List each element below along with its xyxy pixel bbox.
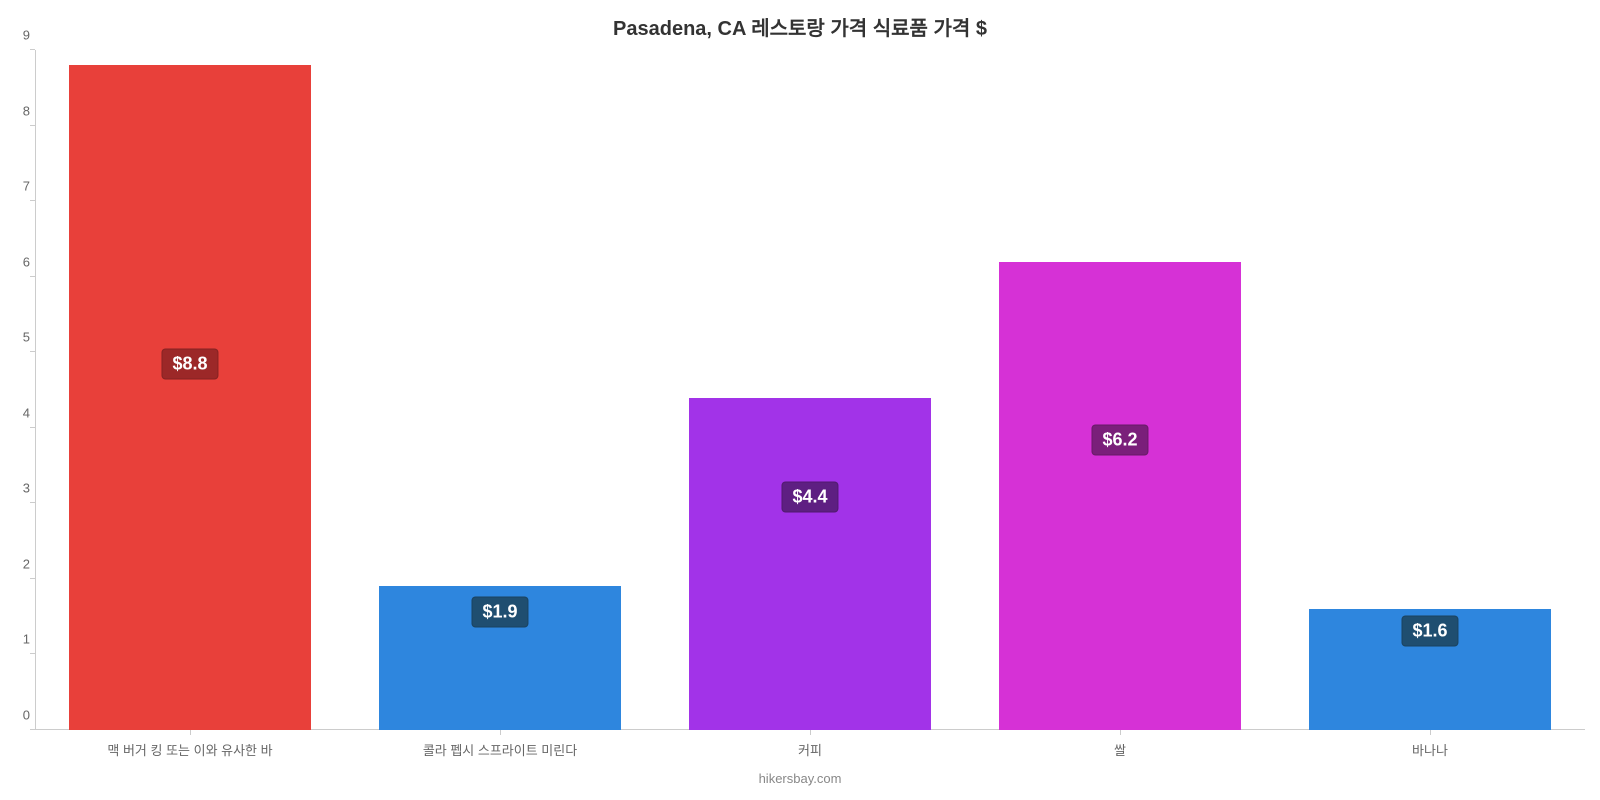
x-tick-mark [810,730,811,735]
y-tick-label: 0 [5,708,30,723]
bar: $4.4 [689,398,931,730]
source-label: hikersbay.com [0,771,1600,786]
x-tick-mark [190,730,191,735]
bar-value-badge: $8.8 [161,349,218,380]
y-tick-label: 9 [5,28,30,43]
x-axis-label: 콜라 펩시 스프라이트 미린다 [423,740,577,759]
y-tick-label: 6 [5,254,30,269]
x-axis-label: 커피 [798,740,822,759]
bar-value-badge: $1.6 [1401,615,1458,646]
x-axis-label: 쌀 [1114,740,1126,759]
y-tick-label: 1 [5,632,30,647]
y-tick-label: 7 [5,179,30,194]
bar-value-badge: $6.2 [1091,424,1148,455]
y-tick-label: 3 [5,481,30,496]
y-tick-label: 8 [5,103,30,118]
y-tick-label: 2 [5,556,30,571]
y-tick-label: 5 [5,330,30,345]
x-tick-mark [1430,730,1431,735]
x-tick-mark [1120,730,1121,735]
x-axis-label: 바나나 [1412,740,1448,759]
chart-container: Pasadena, CA 레스토랑 가격 식료품 가격 $ 0 1 2 3 4 5 6 7 8 9… [0,0,1600,800]
bars-group: $8.8 $1.9 $4.4 $6.2 $1.6 [35,50,1585,730]
bar-value-badge: $1.9 [471,597,528,628]
bar-value-badge: $4.4 [781,482,838,513]
plot-area: 0123456789 $8.8$1.9$4.4$6.2$1.6 [35,50,1585,730]
chart-title: Pasadena, CA 레스토랑 가격 식료품 가격 $ [0,12,1600,41]
x-axis-label: 맥 버거 킹 또는 이와 유사한 바 [107,740,272,759]
bar: $6.2 [999,262,1241,730]
bar: $1.9 [379,586,621,730]
x-tick-mark [500,730,501,735]
bar: $8.8 [69,65,311,730]
y-tick-label: 4 [5,405,30,420]
bar: $1.6 [1309,609,1551,730]
x-axis-labels: 맥 버거 킹 또는 이와 유사한 바 콜라 펩시 스프라이트 미린다 커피 쌀 바나나 [35,740,1585,760]
